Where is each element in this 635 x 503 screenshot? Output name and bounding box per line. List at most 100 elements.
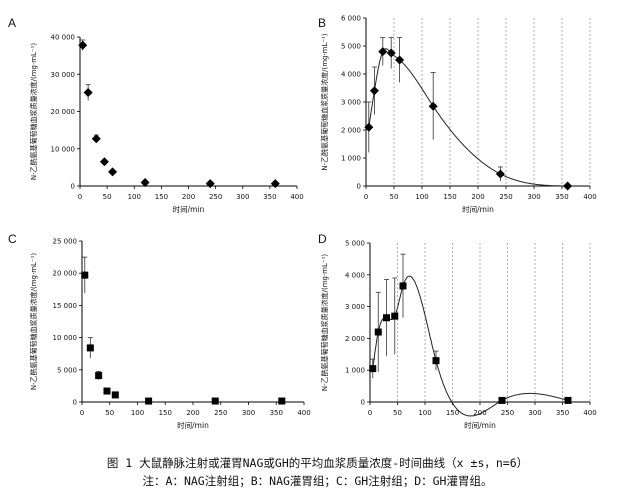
x-tick-label: 0 xyxy=(80,409,84,417)
y-tick-label: 25 000 xyxy=(53,238,78,246)
y-tick-label: 15 000 xyxy=(53,302,78,310)
x-tick-label: 150 xyxy=(446,409,459,417)
x-tick-label: 50 xyxy=(105,409,114,417)
x-tick-label: 200 xyxy=(471,193,484,201)
data-point xyxy=(99,157,109,167)
x-tick-label: 200 xyxy=(182,193,195,201)
y-tick-label: 10 000 xyxy=(51,145,76,153)
y-tick-label: 0 xyxy=(73,399,77,407)
y-tick-label: 30 000 xyxy=(51,71,76,79)
x-tick-label: 250 xyxy=(501,409,514,417)
panel-C: C 0 5 000 10 000 15 000 20 000 25 000 0 50 100 150… xyxy=(8,232,311,430)
y-tick-label: 40 000 xyxy=(51,34,76,42)
series-curve xyxy=(368,48,568,187)
x-tick-label: 400 xyxy=(297,409,310,417)
data-point xyxy=(383,314,390,322)
x-tick-label: 400 xyxy=(290,193,303,201)
data-point xyxy=(95,372,103,380)
data-point xyxy=(211,397,219,405)
x-tick-label: 300 xyxy=(236,193,249,201)
y-tick-label: 2 000 xyxy=(345,335,365,343)
y-tick-label: 4 000 xyxy=(345,271,365,279)
data-point xyxy=(145,397,153,405)
data-point xyxy=(498,396,506,404)
data-point xyxy=(86,344,94,352)
data-point xyxy=(428,101,438,111)
data-point xyxy=(111,391,119,399)
y-tick-label: 3 000 xyxy=(341,99,361,107)
y-tick-label: 10 000 xyxy=(53,334,78,342)
panel-letter: D xyxy=(318,232,327,246)
y-tick-label: 0 xyxy=(71,183,75,191)
x-tick-label: 350 xyxy=(270,409,283,417)
y-axis-label: N-乙酰氨基葡萄糖血浆质量浓度/(mg·mL⁻¹) xyxy=(29,43,38,181)
data-point xyxy=(83,88,93,98)
x-tick-label: 400 xyxy=(583,409,596,417)
data-point xyxy=(205,179,215,189)
x-tick-label: 350 xyxy=(556,409,569,417)
data-point xyxy=(369,365,377,373)
x-tick-label: 150 xyxy=(159,409,172,417)
x-axis-label: 时间/min xyxy=(464,420,496,430)
data-point xyxy=(432,357,440,365)
x-tick-label: 250 xyxy=(499,193,512,201)
figure-caption-note: 注：A：NAG注射组；B：NAG灌胃组；C：GH注射组；D：GH灌胃组。 xyxy=(142,474,493,488)
x-tick-label: 150 xyxy=(155,193,168,201)
data-point xyxy=(108,167,118,177)
x-tick-label: 50 xyxy=(393,409,402,417)
data-point xyxy=(369,86,379,96)
x-tick-label: 300 xyxy=(242,409,255,417)
y-tick-label: 6 000 xyxy=(341,15,361,23)
y-tick-label: 20 000 xyxy=(53,270,78,278)
data-point xyxy=(78,40,88,50)
x-tick-label: 400 xyxy=(583,193,596,201)
x-axis-label: 时间/min xyxy=(177,420,209,430)
y-tick-label: 4 000 xyxy=(341,71,361,79)
series-curve xyxy=(372,275,569,417)
y-axis-label: N-乙酰氨基葡萄糖血浆质量浓度/(mg·mL⁻¹) xyxy=(320,33,329,171)
y-tick-label: 5 000 xyxy=(345,240,365,248)
x-axis-label: 时间/min xyxy=(462,204,494,214)
data-point xyxy=(103,387,111,395)
data-point xyxy=(386,48,396,58)
data-point xyxy=(399,282,407,290)
panel-D: D 0 1 000 2 000 3 000 4 000 5 000 0 50 100 150 200 2… xyxy=(318,232,597,430)
x-tick-label: 100 xyxy=(418,409,431,417)
data-point xyxy=(91,134,101,144)
x-tick-label: 0 xyxy=(78,193,82,201)
x-tick-label: 50 xyxy=(390,193,399,201)
x-tick-label: 50 xyxy=(103,193,112,201)
x-tick-label: 300 xyxy=(527,193,540,201)
figure-caption-title: 图 1 大鼠静脉注射或灌胃NAG或GH的平均血浆质量浓度-时间曲线（x ±s，n… xyxy=(106,456,529,470)
data-point xyxy=(270,179,280,189)
y-tick-label: 5 000 xyxy=(341,43,361,51)
x-axis-label: 时间/min xyxy=(173,204,205,214)
data-point xyxy=(564,396,572,404)
x-tick-label: 200 xyxy=(473,409,486,417)
y-tick-label: 5 000 xyxy=(57,366,77,374)
x-tick-label: 300 xyxy=(528,409,541,417)
x-tick-label: 350 xyxy=(555,193,568,201)
x-tick-label: 100 xyxy=(415,193,428,201)
panel-A: A 0 10 000 20 000 30 000 40 000 0 50 100 150 200 25… xyxy=(8,16,304,214)
panel-letter: B xyxy=(318,16,326,30)
x-tick-label: 250 xyxy=(209,193,222,201)
data-point xyxy=(395,55,405,65)
data-point xyxy=(374,328,382,336)
x-tick-label: 150 xyxy=(443,193,456,201)
panel-letter: A xyxy=(8,16,16,30)
data-point xyxy=(364,122,374,132)
y-tick-label: 1 000 xyxy=(341,155,361,163)
x-tick-label: 350 xyxy=(263,193,276,201)
data-point xyxy=(391,312,399,320)
data-point xyxy=(278,397,286,405)
data-point xyxy=(81,271,89,279)
y-axis-label: N-乙酰氨基葡萄糖血浆质量浓度/(mg·mL⁻¹) xyxy=(320,254,329,392)
y-tick-label: 0 xyxy=(361,399,365,407)
y-tick-label: 3 000 xyxy=(345,303,365,311)
panel-B: B 0 1 000 2 000 3 000 4 000 5 000 6 000 0 50 100 15… xyxy=(318,15,597,215)
data-point xyxy=(495,169,505,179)
x-tick-label: 250 xyxy=(214,409,227,417)
x-tick-label: 0 xyxy=(364,193,368,201)
